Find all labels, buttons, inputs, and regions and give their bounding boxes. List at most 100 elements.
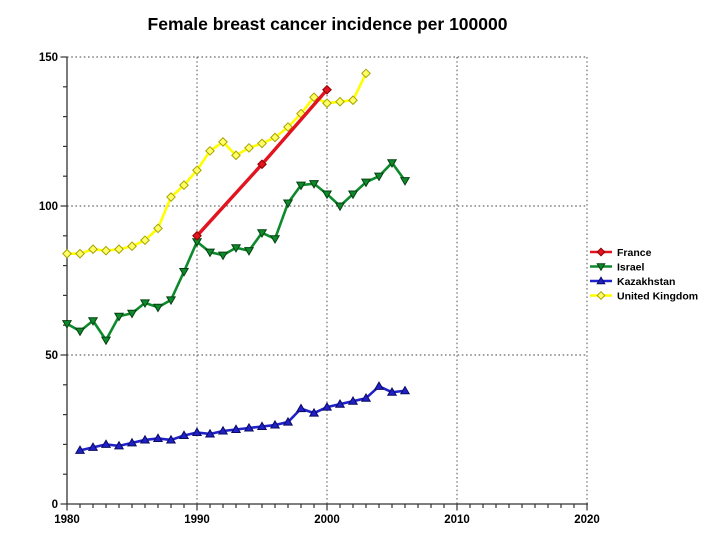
series-marker-israel	[308, 180, 320, 189]
series-marker-israel	[321, 190, 333, 200]
y-tick-label-150: 150	[39, 52, 58, 64]
x-tick-label-2020: 2020	[574, 514, 600, 526]
series-marker-kazakhstan	[243, 422, 255, 432]
series-marker-israel	[165, 296, 177, 306]
series-marker-kazakhstan	[191, 427, 203, 437]
series-marker-israel	[386, 159, 398, 168]
series-marker-kazakhstan	[334, 398, 346, 408]
series-marker-israel	[256, 229, 268, 239]
series-marker-united-kingdom	[309, 92, 319, 103]
series-marker-united-kingdom	[361, 68, 371, 79]
series-marker-kazakhstan	[308, 407, 320, 417]
x-tick-label-2000: 2000	[314, 514, 340, 526]
series-marker-france	[192, 230, 202, 241]
series-marker-kazakhstan	[217, 425, 229, 435]
series-marker-kazakhstan	[230, 424, 242, 434]
legend-marker-united-kingdom	[596, 290, 606, 301]
series-marker-kazakhstan	[360, 393, 372, 402]
series-marker-israel	[295, 181, 307, 191]
series-marker-united-kingdom	[257, 138, 267, 149]
series-marker-israel	[61, 320, 73, 329]
series-marker-united-kingdom	[348, 95, 358, 106]
series-marker-united-kingdom	[127, 241, 137, 252]
legend-label-kazakhstan: Kazakhstan	[617, 276, 675, 288]
series-marker-kazakhstan	[399, 385, 411, 395]
series-marker-kazakhstan	[321, 401, 333, 411]
series-marker-kazakhstan	[113, 440, 125, 450]
series-marker-united-kingdom	[335, 96, 345, 107]
series-marker-israel	[269, 235, 281, 244]
legend-marker-kazakhstan	[596, 276, 606, 285]
series-marker-israel	[334, 202, 346, 212]
series-marker-united-kingdom	[270, 132, 280, 143]
y-tick-label-100: 100	[39, 201, 58, 213]
series-marker-kazakhstan	[87, 442, 99, 451]
legend-label-france: France	[617, 247, 652, 259]
series-marker-kazakhstan	[126, 437, 138, 447]
x-tick-label-1990: 1990	[184, 514, 210, 526]
series-marker-israel	[217, 251, 229, 261]
x-tick-label-2010: 2010	[444, 514, 470, 526]
series-marker-kazakhstan	[178, 430, 190, 439]
series-marker-united-kingdom	[166, 192, 176, 202]
series-marker-kazakhstan	[165, 434, 177, 444]
series-marker-kazakhstan	[347, 395, 359, 405]
series-marker-kazakhstan	[269, 419, 281, 429]
series-marker-france	[257, 159, 267, 170]
series-marker-kazakhstan	[74, 445, 86, 454]
series-marker-united-kingdom	[140, 235, 150, 246]
series-marker-israel	[178, 268, 190, 277]
legend-label-israel: Israel	[617, 261, 645, 273]
series-marker-kazakhstan	[152, 433, 164, 442]
series-marker-united-kingdom	[62, 248, 72, 259]
series-marker-united-kingdom	[75, 248, 85, 259]
series-marker-united-kingdom	[322, 98, 332, 109]
series-marker-israel	[126, 309, 138, 319]
series-marker-united-kingdom	[231, 150, 241, 161]
series-marker-israel	[399, 177, 411, 186]
series-marker-united-kingdom	[218, 137, 228, 147]
chart-title: Female breast cancer incidence per 10000…	[147, 14, 508, 34]
series-marker-israel	[347, 190, 359, 200]
series-marker-united-kingdom	[244, 142, 254, 153]
series-marker-kazakhstan	[256, 421, 268, 431]
legend-marker-israel	[596, 263, 606, 272]
series-marker-israel	[113, 312, 125, 322]
series-marker-kazakhstan	[139, 434, 151, 444]
series-marker-israel	[152, 303, 164, 313]
series-marker-israel	[243, 247, 255, 256]
y-tick-label-0: 0	[52, 499, 58, 511]
series-marker-united-kingdom	[205, 145, 215, 156]
series-marker-kazakhstan	[386, 387, 398, 396]
series-marker-israel	[282, 199, 294, 209]
series-marker-israel	[100, 336, 112, 346]
series-marker-israel	[373, 172, 385, 182]
series-marker-israel	[139, 299, 151, 309]
series-marker-france	[322, 84, 332, 95]
series-marker-kazakhstan	[100, 439, 112, 448]
series-marker-kazakhstan	[204, 428, 216, 438]
series-marker-united-kingdom	[114, 244, 124, 255]
series-line-united-kingdom	[65, 72, 368, 255]
series-marker-united-kingdom	[88, 244, 98, 255]
series-marker-israel	[360, 178, 372, 188]
series-marker-united-kingdom	[101, 245, 111, 256]
series-marker-kazakhstan	[295, 403, 307, 413]
series-marker-israel	[204, 248, 216, 258]
series-marker-israel	[87, 317, 99, 326]
series-marker-united-kingdom	[179, 180, 189, 191]
series-marker-israel	[74, 327, 86, 337]
series-marker-kazakhstan	[373, 381, 385, 390]
series-marker-united-kingdom	[283, 122, 293, 132]
series-marker-united-kingdom	[153, 223, 163, 234]
series-marker-united-kingdom	[192, 165, 202, 176]
series-marker-kazakhstan	[282, 416, 294, 426]
series-marker-israel	[230, 244, 242, 253]
legend-label-united-kingdom: United Kingdom	[617, 290, 698, 302]
x-tick-label-1980: 1980	[54, 514, 80, 526]
legend-marker-france	[596, 247, 606, 257]
series-line-kazakhstan	[78, 384, 407, 452]
y-tick-label-50: 50	[45, 350, 58, 362]
